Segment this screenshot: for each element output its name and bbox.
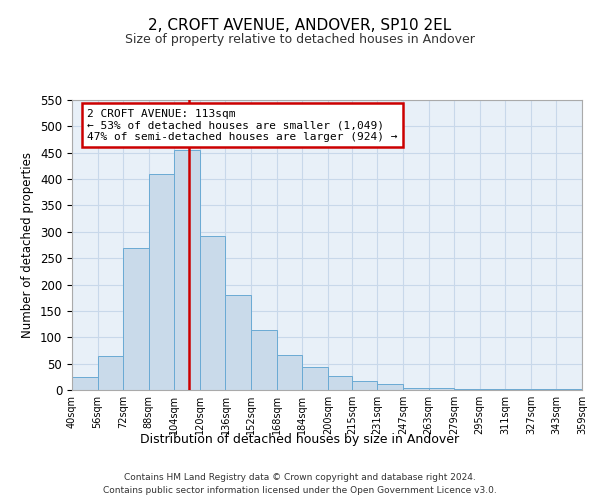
Bar <box>98 356 123 390</box>
Bar <box>277 354 302 390</box>
Bar <box>72 377 98 390</box>
Text: 2 CROFT AVENUE: 113sqm
← 53% of detached houses are smaller (1,049)
47% of semi-: 2 CROFT AVENUE: 113sqm ← 53% of detached… <box>88 108 398 142</box>
Bar <box>556 389 582 390</box>
Text: Size of property relative to detached houses in Andover: Size of property relative to detached ho… <box>125 32 475 46</box>
Bar <box>428 388 454 390</box>
Bar <box>505 389 531 390</box>
Bar <box>149 174 175 390</box>
Bar <box>302 367 328 390</box>
Text: Contains public sector information licensed under the Open Government Licence v3: Contains public sector information licen… <box>103 486 497 495</box>
Bar <box>251 330 277 390</box>
Bar <box>175 150 200 390</box>
Bar <box>377 384 403 390</box>
Bar <box>328 376 352 390</box>
Y-axis label: Number of detached properties: Number of detached properties <box>22 152 34 338</box>
Bar <box>200 236 226 390</box>
Bar <box>454 389 479 390</box>
Text: Contains HM Land Registry data © Crown copyright and database right 2024.: Contains HM Land Registry data © Crown c… <box>124 472 476 482</box>
Text: 2, CROFT AVENUE, ANDOVER, SP10 2EL: 2, CROFT AVENUE, ANDOVER, SP10 2EL <box>148 18 452 32</box>
Bar <box>226 295 251 390</box>
Text: Distribution of detached houses by size in Andover: Distribution of detached houses by size … <box>140 432 460 446</box>
Bar <box>123 248 149 390</box>
Bar <box>403 388 428 390</box>
Bar <box>352 380 377 390</box>
